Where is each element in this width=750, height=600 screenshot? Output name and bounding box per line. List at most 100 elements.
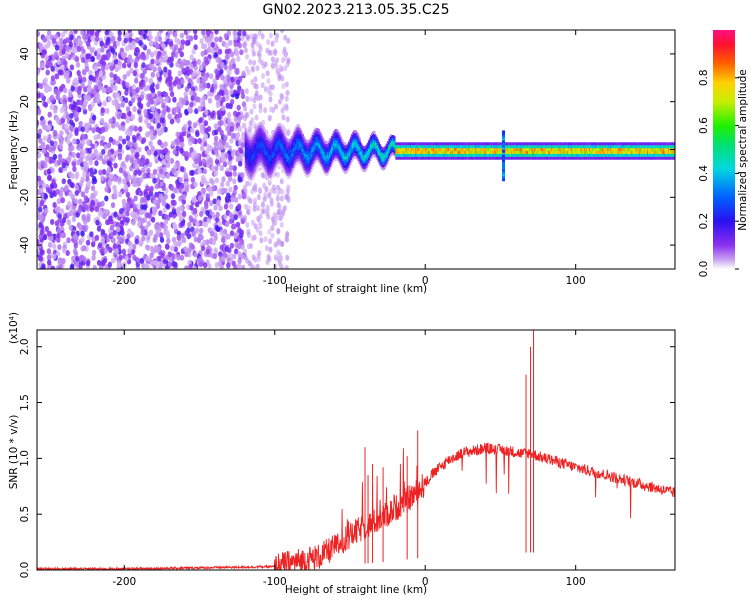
heatmap-cell [250,117,255,124]
heatmap-cell [203,216,208,223]
heatmap-cell [84,66,90,72]
heatmap-cell [52,243,57,250]
heatmap-cell [118,95,124,102]
heatmap-cell [60,197,65,204]
heatmap-cell [79,100,84,106]
heatmap-cell [184,40,190,46]
heatmap-cell [266,78,271,84]
heatmap-cell [243,40,248,47]
heatmap-cell [284,81,289,88]
heatmap-cell [89,167,94,174]
heatmap-cell [49,140,55,147]
heatmap-cell [128,130,133,137]
heatmap-cell [75,61,81,68]
heatmap-cell [206,82,211,89]
heatmap-cell [130,97,136,104]
heatmap-cell [140,229,145,236]
heatmap-cell [228,252,233,259]
heatmap-cell [212,253,218,260]
heatmap-cell [164,243,170,250]
heatmap-cell [205,193,210,200]
heatmap-cell [165,172,171,179]
heatmap-cell [52,202,57,208]
heatmap-cell [118,191,123,198]
heatmap-cell [113,176,118,183]
heatmap-cell [207,263,212,269]
heatmap-cell [150,216,156,223]
heatmap-cell [75,211,80,218]
heatmap-cell [228,186,233,193]
heatmap-cell [233,47,239,54]
heatmap-cell [112,229,117,236]
heatmap-cell [149,129,154,136]
heatmap-cell [164,96,169,103]
heatmap-cell [70,85,76,92]
heatmap-cell [138,80,144,87]
heatmap-cell [108,247,113,253]
heatmap-cell [89,47,94,54]
heatmap-cell [94,92,100,99]
heatmap-cell [225,102,231,109]
heatmap-cell [104,209,110,216]
heatmap-cell [258,43,262,50]
heatmap-cell [58,143,64,150]
heatmap-cell [143,108,148,115]
heatmap-cell [86,216,91,223]
heatmap-cell [233,34,238,41]
heatmap-cell [136,180,142,187]
heatmap-cell [187,106,192,113]
heatmap-cell [86,95,91,101]
heatmap-cell [237,42,242,49]
heatmap-cell [143,76,149,83]
heatmap-cell [149,252,154,259]
heatmap-cell [85,40,91,47]
heatmap-cell [192,208,198,215]
heatmap-cell [221,139,226,146]
heatmap-cell [200,188,205,195]
heatmap-cell [220,90,225,97]
heatmap-cell [104,30,109,36]
heatmap-cell [164,254,170,261]
heatmap-cell [89,231,94,238]
heatmap-cell [187,120,192,127]
heatmap-cell [238,239,243,246]
heatmap-cell [218,142,223,149]
heatmap-cell [233,232,238,239]
heatmap-cell [137,169,142,176]
heatmap-cell [101,87,107,94]
heatmap-cell [229,88,234,95]
heatmap-cell [107,160,112,167]
heatmap-cell [190,176,195,183]
heatmap-cell [225,221,230,228]
heatmap-cell [165,203,171,210]
heatmap-cell [55,94,60,100]
heatmap-cell [88,69,93,76]
heatmap-cell [176,117,181,124]
heatmap-cell [152,259,158,266]
heatmap-cell [130,147,135,154]
heatmap-cell [57,244,62,251]
heatmap-cell [150,87,156,94]
heatmap-cell [38,137,43,144]
heatmap-cell [225,171,231,178]
heatmap-cell [394,136,396,140]
heatmap-cell [63,123,69,130]
heatmap-cell [279,221,284,228]
heatmap-cell [202,239,207,246]
heatmap-cell [105,38,110,45]
heatmap-cell [96,225,102,232]
heatmap-cell [68,91,73,98]
heatmap-cell [146,172,151,179]
heatmap-cell [213,135,219,142]
heatmap-cell [109,72,114,78]
heatmap-cell [230,98,235,105]
heatmap-cell [145,244,150,251]
heatmap-cell [113,193,118,200]
heatmap-cell [54,73,60,80]
heatmap-cell [229,126,235,133]
heatmap-cell [268,114,273,121]
heatmap-cell [104,195,109,202]
heatmap-cell [178,195,183,202]
heatmap-cell [68,171,73,178]
